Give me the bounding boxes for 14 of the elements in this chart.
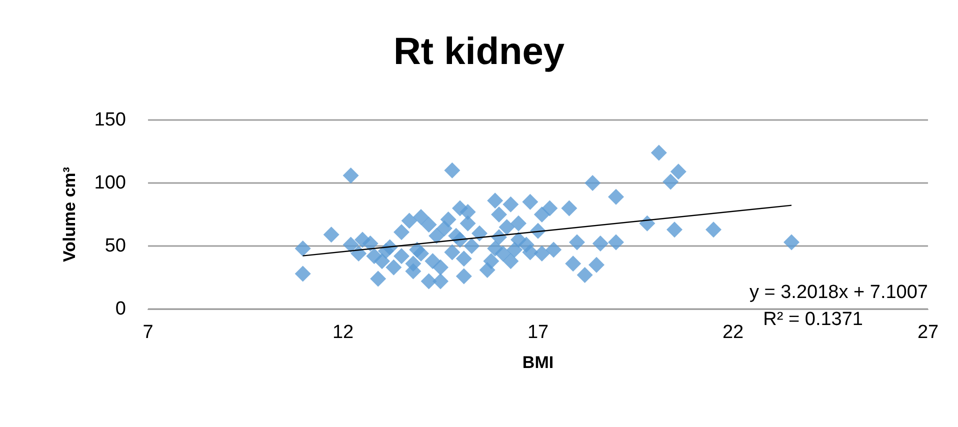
- y-axis-title: Volume cm³: [60, 166, 79, 262]
- x-tick-label: 22: [722, 322, 744, 343]
- x-tick-label: 17: [527, 322, 549, 343]
- y-tick-label: 50: [104, 236, 126, 256]
- y-tick-label: 100: [94, 172, 126, 194]
- chart-title: Rt kidney: [393, 31, 565, 73]
- x-axis-title: BMI: [522, 353, 554, 372]
- y-tick-label: 150: [94, 110, 126, 130]
- y-tick-label: 0: [115, 298, 126, 320]
- x-tick-label: 7: [142, 322, 154, 343]
- x-tick-label: 27: [917, 322, 939, 343]
- annotation: R² = 0.1371: [763, 309, 864, 330]
- x-tick-label: 12: [332, 322, 354, 343]
- annotation: y = 3.2018x + 7.1007: [749, 282, 928, 303]
